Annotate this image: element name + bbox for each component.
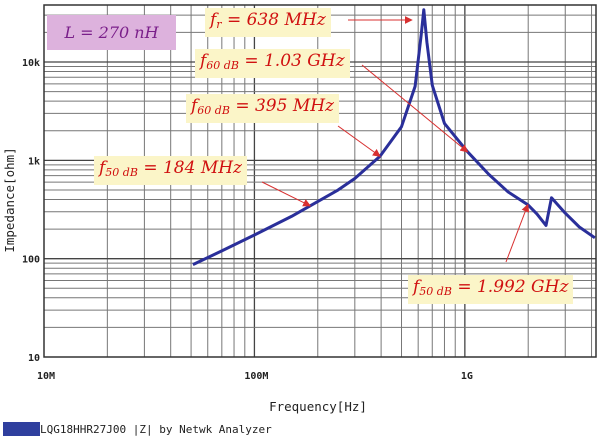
annotation-arrows	[261, 16, 530, 263]
y-tick-label: 10k	[22, 58, 40, 69]
plot-frame	[43, 4, 597, 358]
annotation-arrow	[337, 125, 381, 157]
y-tick-label: 100	[22, 255, 40, 266]
annotation-value: = 1.992 GHz	[451, 277, 569, 297]
annotation-var: f	[210, 10, 217, 30]
x-axis-label: Frequency[Hz]	[269, 399, 367, 414]
annotation-f50db-high: f50 dB = 1.992 GHz	[408, 275, 574, 304]
annotation-f60db-low: f60 dB = 395 MHz	[186, 94, 340, 123]
annotation-value: = 638 MHz	[221, 10, 326, 30]
y-axis-label: Impedance[ohm]	[2, 147, 17, 252]
legend-label: LQG18HHR27J00 |Z| by Netwk Analyzer	[40, 422, 272, 436]
x-tick-label: 10M	[37, 371, 55, 382]
annotation-f50db-low: f50 dB = 184 MHz	[94, 156, 248, 185]
annotation-arrow	[361, 64, 469, 153]
annotation-f60db-high: f60 dB = 1.03 GHz	[195, 49, 350, 78]
annotation-resonant-frequency: fr = 638 MHz	[205, 8, 331, 37]
annotation-value: = 395 MHz	[229, 96, 335, 116]
tick-labels: 10M 100M 1G 10 100 1k 10k	[22, 58, 473, 382]
inductance-label: L = 270 nH	[47, 15, 176, 50]
y-tick-label: 10	[28, 353, 40, 364]
y-tick-label: 1k	[28, 156, 40, 167]
annotation-var: f	[99, 158, 106, 178]
legend: LQG18HHR27J00 |Z| by Netwk Analyzer	[3, 421, 272, 437]
annotation-sub: 50 dB	[105, 166, 138, 179]
annotation-sub: 50 dB	[419, 285, 452, 298]
legend-swatch	[3, 422, 40, 436]
annotation-var: f	[191, 96, 198, 116]
annotation-sub: r	[216, 18, 222, 31]
series-line-impedance	[192, 8, 596, 266]
annotation-sub: 60 dB	[206, 59, 239, 72]
annotation-sub: 60 dB	[197, 104, 230, 117]
annotation-value: = 184 MHz	[137, 158, 243, 178]
x-tick-label: 100M	[244, 371, 268, 382]
annotation-var: f	[413, 277, 420, 297]
x-tick-label: 1G	[461, 371, 473, 382]
annotation-value: = 1.03 GHz	[238, 51, 345, 71]
annotation-arrow	[261, 181, 312, 207]
annotation-arrow	[505, 203, 530, 263]
annotation-var: f	[200, 51, 207, 71]
